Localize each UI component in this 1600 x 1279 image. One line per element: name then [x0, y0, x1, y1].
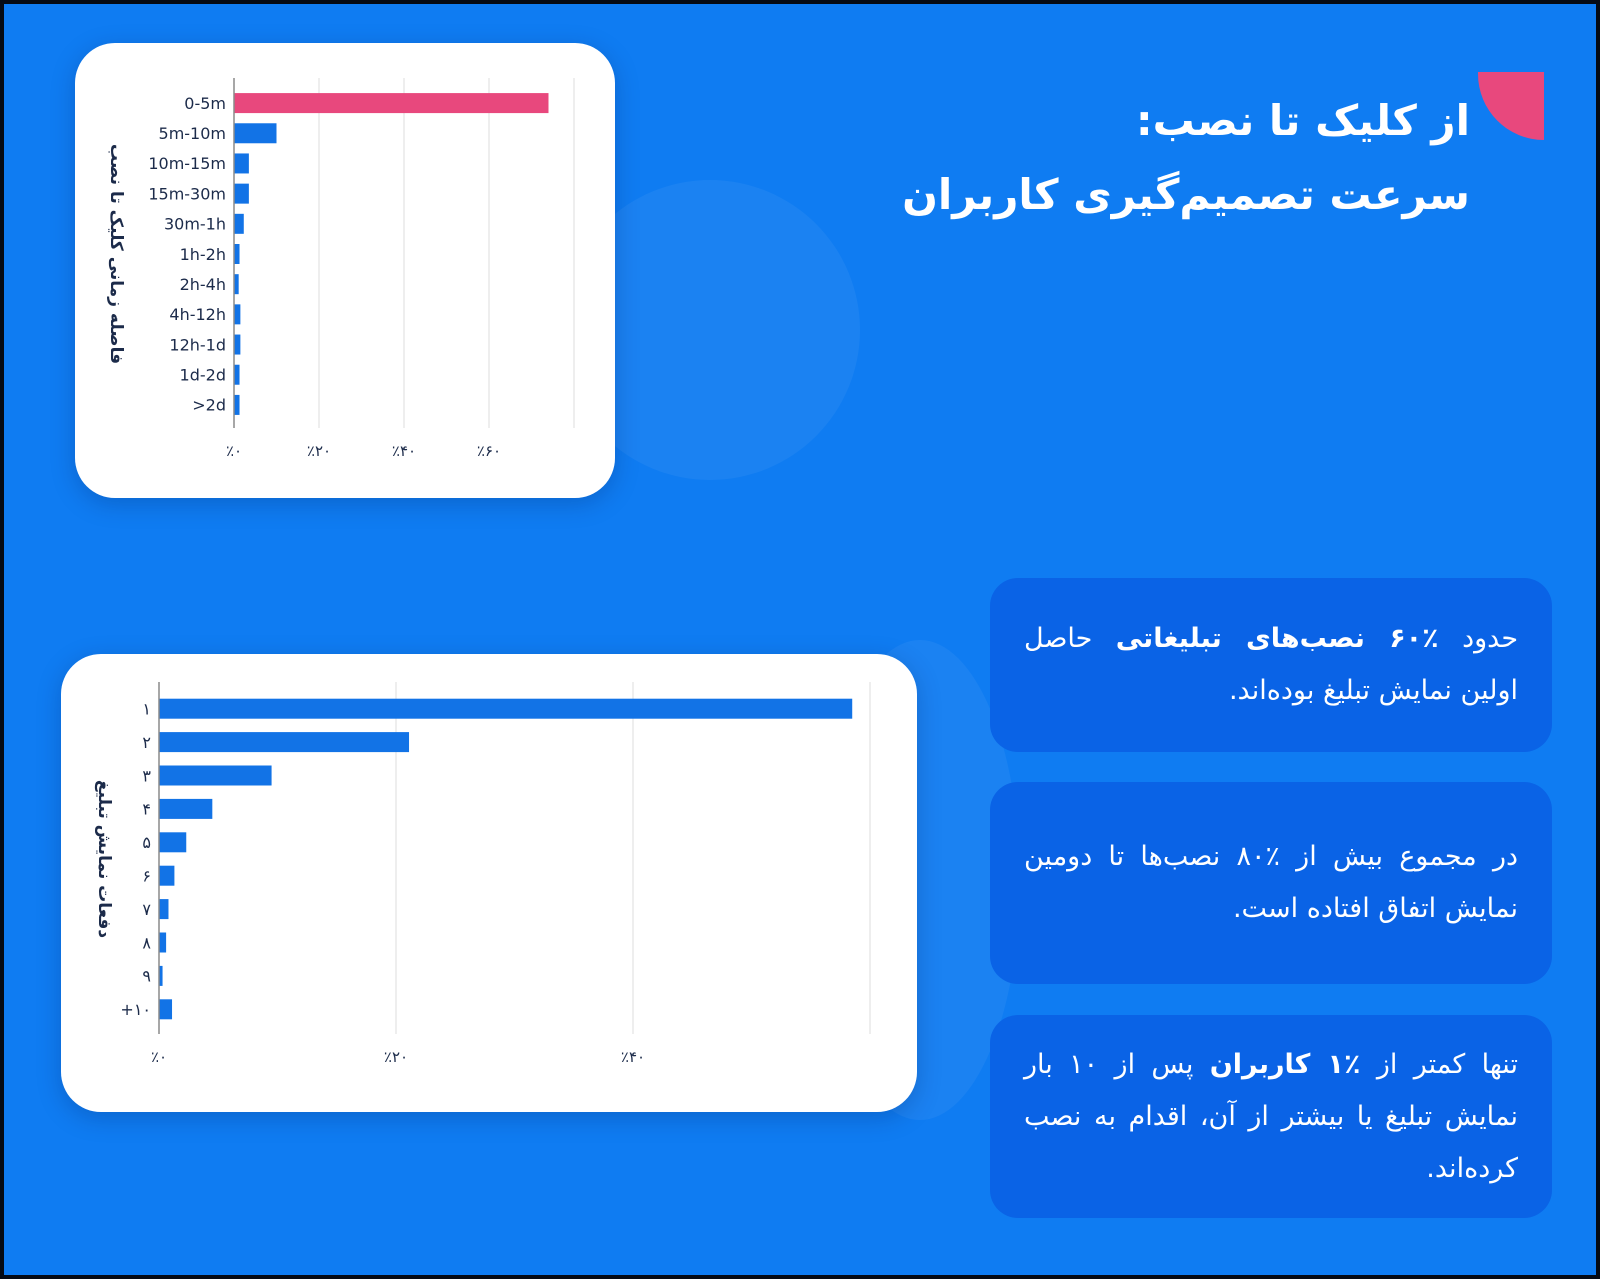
category-label: 1h-2h	[180, 245, 226, 264]
category-label: 30m-1h	[164, 215, 226, 234]
tick-label: ٪۲۰	[384, 1048, 408, 1066]
bar	[159, 932, 167, 953]
bar	[234, 93, 549, 114]
category-label: 0-5m	[184, 94, 226, 113]
bar	[234, 244, 240, 264]
bar	[234, 364, 240, 385]
tick-label: ٪۴۰	[621, 1048, 645, 1066]
category-label: 5m-10m	[159, 124, 226, 143]
chart-card-ad-impressions: ۱ ۲ ۳ ۴ ۵ ۶ ۷ ۸ ۹ +۱۰ ٪۰ ٪۲۰ ٪۴۰ دفعات نمایش تبلیغ	[61, 654, 917, 1112]
bar	[159, 698, 853, 719]
bar	[159, 899, 169, 920]
bar	[159, 765, 272, 786]
accent-shape	[1478, 72, 1544, 140]
info-text-2: در مجموع بیش از ٪۸۰ نصب‌ها تا دومین نمای…	[1024, 841, 1519, 924]
bar	[234, 394, 240, 415]
y-axis-title: دفعات نمایش تبلیغ	[94, 780, 114, 938]
category-label: 10m-15m	[148, 154, 226, 173]
bar	[159, 865, 175, 886]
bar	[234, 213, 244, 234]
bar	[159, 798, 213, 819]
category-label: 15m-30m	[148, 184, 226, 203]
category-label: 12h-1d	[169, 335, 226, 354]
bar	[234, 334, 241, 355]
info-box-first-impression: حدود ٪۶۰ نصب‌های تبلیغاتی حاصل اولین نما…	[990, 578, 1552, 752]
info-highlight-1: ٪۶۰ نصب‌های تبلیغاتی	[1115, 623, 1439, 654]
bar	[234, 274, 239, 295]
info-text-1: حدود ٪۶۰ نصب‌های تبلیغاتی حاصل اولین نما…	[1024, 623, 1519, 706]
bar	[159, 832, 187, 853]
category-label: ۹	[142, 967, 151, 986]
category-label: ۵	[142, 833, 151, 852]
category-label: 4h-12h	[169, 305, 226, 324]
ad-impressions-chart: ۱ ۲ ۳ ۴ ۵ ۶ ۷ ۸ ۹ +۱۰ ٪۰ ٪۲۰ ٪۴۰ دفعات نمایش تبلیغ	[94, 682, 871, 1066]
title-line-1: از کلیک تا نصب:	[1135, 96, 1470, 145]
click-to-install-chart: 0-5m 5m-10m 10m-15m 15m-30m 30m-1h 1h-2h 2h-4h…	[106, 78, 575, 460]
bar	[159, 965, 163, 986]
info-box-ten-impressions: تنها کمتر از ٪۱ کاربران پس از ۱۰ بار نما…	[990, 1015, 1552, 1218]
bar	[234, 123, 277, 144]
bar	[234, 153, 249, 174]
tick-label: ٪۰	[151, 1048, 167, 1066]
page-title: از کلیک تا نصب: سرعت تصمیم‌گیری کاربران	[770, 84, 1470, 232]
chart-card-click-to-install: 0-5m 5m-10m 10m-15m 15m-30m 30m-1h 1h-2h 2h-4h…	[75, 43, 615, 498]
bar	[234, 183, 249, 204]
category-label: ۳	[142, 766, 151, 785]
category-label: +۱۰	[120, 1000, 151, 1019]
category-label: ۷	[142, 900, 151, 919]
category-label: ۸	[142, 933, 151, 952]
bar	[234, 304, 241, 325]
bar	[159, 732, 410, 753]
category-label: ۱	[142, 699, 151, 718]
y-axis-title: فاصله زمانی کلیک تا نصب	[106, 144, 126, 364]
info-text-3: تنها کمتر از ٪۱ کاربران پس از ۱۰ بار نما…	[1024, 1048, 1518, 1184]
category-label: 2h-4h	[180, 275, 226, 294]
bar	[159, 999, 173, 1020]
category-label: ۶	[142, 866, 151, 885]
tick-label: ٪۴۰	[392, 442, 416, 460]
info-box-second-impression: در مجموع بیش از ٪۸۰ نصب‌ها تا دومین نمای…	[990, 782, 1552, 984]
category-label: ۲	[142, 733, 151, 752]
category-label: >2d	[192, 396, 226, 415]
category-label: 1d-2d	[180, 365, 226, 384]
category-label: ۴	[142, 800, 151, 819]
info-highlight-3: ٪۱ کاربران	[1209, 1048, 1361, 1080]
tick-label: ٪۶۰	[477, 442, 501, 460]
tick-label: ٪۰	[226, 442, 242, 460]
tick-label: ٪۲۰	[307, 442, 331, 460]
title-line-2: سرعت تصمیم‌گیری کاربران	[902, 170, 1470, 219]
